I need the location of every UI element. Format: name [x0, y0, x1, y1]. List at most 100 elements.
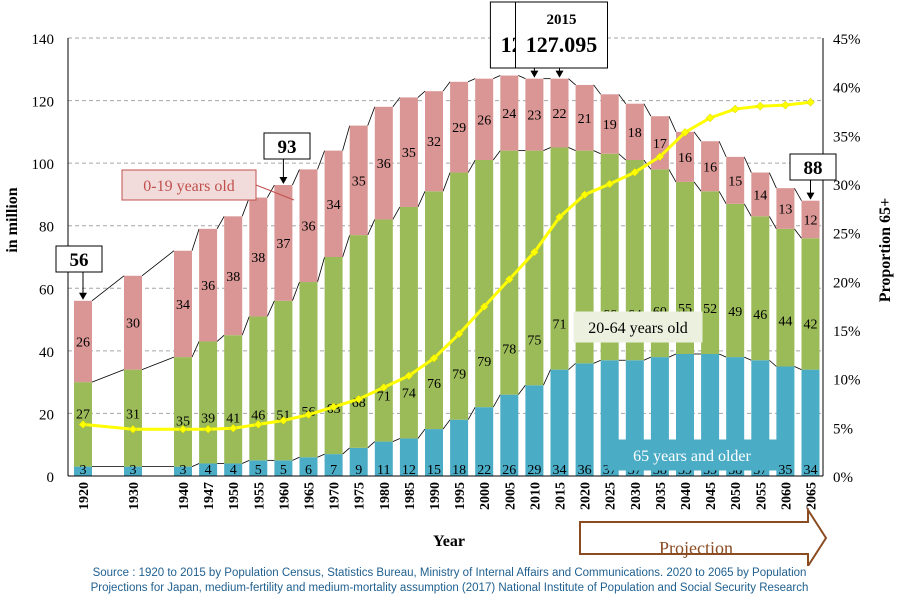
segment-label: 39 [201, 411, 215, 426]
x-tick-label: 2020 [579, 482, 594, 510]
proportion-point [630, 167, 640, 177]
bar-segment [274, 185, 293, 301]
y-tick-label: 20 [39, 407, 54, 423]
mid-connector [91, 369, 125, 383]
segment-label: 71 [553, 318, 567, 333]
segment-label: 36 [302, 220, 316, 235]
top-connector [593, 84, 602, 95]
bar-segment [374, 441, 393, 476]
x-tick-label: 1990 [428, 482, 443, 510]
y-tick-label: 120 [32, 95, 55, 111]
callout-box [789, 153, 837, 181]
top-connector [643, 103, 652, 117]
segment-label: 15 [728, 174, 742, 189]
bar-segment [776, 188, 795, 229]
x-tick-labels: 1920 1930 1940 1947 1950 1955 1960 1965 1970 1975… [77, 482, 820, 510]
label-box [573, 311, 703, 343]
segment-label: 38 [251, 251, 265, 266]
y2-tick-label: 30% [833, 178, 861, 194]
bar-segment [600, 153, 619, 361]
segment-label: 19 [603, 118, 617, 133]
x-axis-title: Year [433, 533, 465, 550]
callout-arrowhead [806, 192, 815, 200]
bar-segment [575, 363, 594, 476]
label-text: 65 years and older [633, 448, 751, 465]
low-connector [668, 353, 677, 358]
segment-label: 71 [377, 390, 391, 405]
bar-segment [676, 131, 694, 182]
top-connector [467, 78, 476, 83]
bar-segment [450, 172, 469, 420]
annotations: 0-19 years old 20-64 years old 65 years an… [121, 169, 777, 471]
segment-label: 36 [201, 279, 215, 294]
bar-segment [475, 160, 494, 408]
x-tick-label: 1970 [328, 482, 343, 510]
segment-label: 32 [427, 135, 441, 150]
y-tick-label: 0 [47, 470, 55, 486]
top-connector [317, 150, 325, 170]
segment-label: 38 [226, 270, 240, 285]
bar-segment [399, 206, 418, 439]
population-chart: 3272633130335344393644138546385513765636… [4, 1, 894, 566]
bar-segment [550, 369, 569, 476]
mid-connector [743, 203, 752, 217]
segment-label: 46 [753, 308, 767, 323]
x-tick-label: 2030 [629, 482, 644, 510]
callout-value: 88 [804, 158, 823, 179]
projection-arrow-shape [579, 506, 828, 566]
bar-segment [525, 78, 544, 151]
proportion-point [755, 101, 765, 111]
top-connector [768, 172, 777, 189]
top-connector [618, 94, 627, 104]
top-connector [794, 187, 802, 201]
segment-label: 5 [280, 463, 287, 478]
top-connector [91, 275, 125, 302]
low-connector [543, 369, 551, 386]
segment-label: 31 [126, 408, 140, 423]
proportion-point [178, 424, 188, 434]
low-connector [568, 363, 576, 370]
x-tick-label: 1930 [127, 482, 142, 510]
bar-segment [751, 216, 770, 361]
top-connector [668, 116, 677, 133]
callout-2065: 88 [789, 153, 837, 200]
segment-label: 14 [753, 188, 767, 203]
low-connector [392, 438, 401, 442]
segment-label: 11 [377, 463, 390, 478]
y-tick-labels: 0 20 40 60 80 100 120 140 [32, 32, 55, 486]
proportion-point [128, 424, 138, 434]
bar-segment [299, 282, 318, 458]
segment-label: 26 [477, 113, 491, 128]
segment-label: 5 [255, 463, 262, 478]
mid-connector [367, 219, 376, 236]
top-connector [216, 216, 225, 230]
bar-segment [74, 300, 92, 383]
proportion-point [279, 416, 288, 425]
y2-tick-label: 5% [833, 421, 853, 437]
segment-label: 12 [804, 213, 818, 228]
segment-label: 22 [553, 107, 567, 122]
callout-1920: 56 [55, 245, 103, 300]
segment-label: 23 [527, 109, 541, 124]
proportion-point [304, 410, 313, 420]
top-connector [743, 156, 752, 173]
label-box [121, 169, 257, 201]
segment-label: 34 [553, 463, 567, 478]
segment-label: 79 [452, 368, 466, 383]
mid-connector [392, 206, 401, 220]
bar-segment [425, 429, 443, 476]
mid-connector [543, 147, 551, 151]
segment-label: 34 [176, 298, 190, 313]
y2-tick-labels: 0% 5% 10% 15% 20% 25% 30% 35% 40% 45% [833, 32, 861, 486]
callout-box [515, 1, 608, 69]
bar-segment [425, 91, 443, 192]
mid-connector [618, 153, 627, 161]
y-tick-label: 80 [39, 220, 54, 236]
y-tick-label: 140 [32, 32, 55, 48]
proportion-point [329, 402, 338, 412]
bar-segment [124, 466, 142, 476]
callout-arrowhead [555, 70, 564, 78]
bar-segment [324, 150, 343, 257]
segment-label: 41 [226, 411, 240, 426]
x-tick-label: 2005 [503, 482, 518, 510]
